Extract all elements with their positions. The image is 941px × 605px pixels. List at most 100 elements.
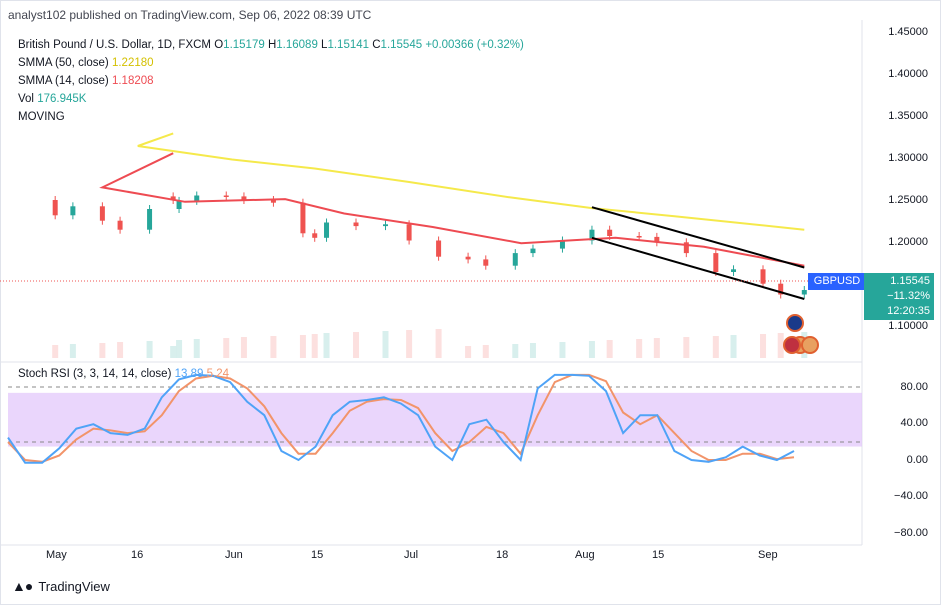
candle-body[interactable] — [170, 196, 176, 200]
candle-body[interactable] — [223, 195, 229, 198]
volume-bar — [240, 337, 247, 358]
candle-body[interactable] — [176, 200, 182, 209]
volume-bar — [559, 342, 566, 358]
symbol-tag[interactable]: GBPUSD — [808, 273, 866, 290]
candle-body[interactable] — [607, 229, 613, 236]
candle-body[interactable] — [147, 209, 153, 230]
candle-body[interactable] — [241, 196, 247, 200]
event-flag-icon[interactable] — [801, 336, 819, 354]
candle-body[interactable] — [636, 236, 642, 238]
open-value: 1.15179 — [223, 39, 265, 51]
smma50-row[interactable]: SMMA (50, close) 1.22180 — [18, 54, 524, 72]
uk-flag-icon[interactable] — [786, 314, 804, 332]
high-value: 1.16089 — [276, 39, 318, 51]
close-label: C — [372, 39, 381, 51]
volume-bar — [730, 335, 737, 358]
stoch-rsi-legend[interactable]: Stoch RSI (3, 3, 14, 14, close) 13.89 5.… — [18, 368, 229, 380]
price-tick: 1.40000 — [888, 68, 928, 80]
smma14-row[interactable]: SMMA (14, close) 1.18208 — [18, 72, 524, 90]
candle-body[interactable] — [270, 200, 276, 203]
candle-body[interactable] — [353, 222, 359, 227]
rsi-tick: 0.00 — [906, 454, 928, 466]
candle-body[interactable] — [778, 283, 784, 295]
channel-lower-line[interactable] — [591, 236, 805, 300]
publisher-line: analyst102 published on TradingView.com,… — [8, 8, 372, 22]
tradingview-logo-icon: ▲● — [12, 578, 33, 594]
smma14-label: SMMA (14, close) — [18, 75, 109, 87]
smma50-value: 1.22180 — [111, 57, 154, 69]
time-tick: 18 — [496, 549, 509, 561]
candle-body[interactable] — [99, 206, 105, 221]
candle-body[interactable] — [52, 200, 58, 216]
symbol-row[interactable]: British Pound / U.S. Dollar, 1D, FXCM O1… — [18, 36, 524, 54]
candle-body[interactable] — [465, 256, 471, 260]
candle-body[interactable] — [801, 290, 807, 295]
volume-bar — [146, 341, 153, 358]
volume-bar — [176, 340, 183, 358]
open-label: O — [214, 39, 224, 51]
candle-body[interactable] — [70, 206, 76, 216]
smma14-value: 1.18208 — [111, 75, 154, 87]
volume-bar — [69, 344, 76, 358]
stoch-d-value: 5.24 — [206, 368, 229, 380]
volume-bar — [435, 329, 442, 358]
volume-bar — [99, 343, 106, 358]
volume-row[interactable]: Vol 176.945K — [18, 90, 524, 108]
price-tick: 1.25000 — [888, 194, 928, 206]
volume-bar — [311, 334, 318, 358]
candle-body[interactable] — [436, 240, 442, 257]
candle-body[interactable] — [760, 269, 766, 284]
price-axis[interactable]: 1.45000 1.40000 1.35000 1.30000 1.25000 … — [868, 0, 940, 605]
price-tick: 1.30000 — [888, 152, 928, 164]
rsi-tick: −80.00 — [894, 527, 928, 539]
volume-bar — [529, 343, 536, 358]
change-percent-tag: −11.32% — [864, 288, 934, 305]
candle-body[interactable] — [683, 242, 689, 254]
candle-body[interactable] — [312, 233, 318, 238]
candle-body[interactable] — [713, 253, 719, 272]
time-tick: May — [46, 549, 67, 561]
price-tick: 1.45000 — [888, 26, 928, 38]
volume-bar — [170, 346, 177, 358]
candle-body[interactable] — [731, 269, 737, 272]
flag-icons[interactable] — [783, 314, 819, 354]
moving-label: MOVING — [18, 111, 65, 123]
candle-body[interactable] — [383, 224, 389, 227]
volume-bar — [117, 342, 124, 358]
time-tick: 15 — [652, 549, 665, 561]
candle-body[interactable] — [589, 229, 595, 241]
time-tick: Jun — [225, 549, 243, 561]
candle-body[interactable] — [483, 259, 489, 266]
candle-body[interactable] — [512, 253, 518, 266]
candle-body[interactable] — [194, 195, 200, 201]
channel-upper-line[interactable] — [591, 206, 805, 269]
volume-bar — [588, 341, 595, 358]
volume-bar — [270, 336, 277, 358]
candle-body[interactable] — [324, 222, 330, 238]
volume-bar — [406, 330, 413, 358]
low-label: L — [321, 39, 328, 51]
time-tick: Jul — [404, 549, 419, 561]
volume-bar — [223, 338, 230, 358]
candle-body[interactable] — [654, 236, 660, 243]
candle-body[interactable] — [406, 224, 412, 241]
close-value: 1.15545 — [380, 39, 423, 51]
stoch-rsi-label: Stoch RSI (3, 3, 14, 14, close) — [18, 368, 172, 380]
volume-value: 176.945K — [37, 93, 87, 105]
volume-bar — [606, 340, 613, 358]
rsi-tick: 80.00 — [900, 381, 928, 393]
candle-body[interactable] — [559, 240, 565, 249]
volume-bar — [193, 339, 200, 358]
candle-body[interactable] — [117, 220, 123, 230]
footer[interactable]: ▲● TradingView — [12, 578, 110, 594]
us-flag-icon[interactable] — [783, 336, 801, 354]
candle-body[interactable] — [530, 248, 536, 254]
volume-bar — [712, 336, 719, 358]
low-value: 1.15141 — [327, 39, 370, 51]
volume-bar — [465, 346, 472, 358]
candle-body[interactable] — [300, 202, 306, 234]
price-tick: 1.35000 — [888, 110, 928, 122]
change-value: +0.00366 (+0.32%) — [425, 39, 524, 51]
moving-row[interactable]: MOVING — [18, 108, 524, 126]
